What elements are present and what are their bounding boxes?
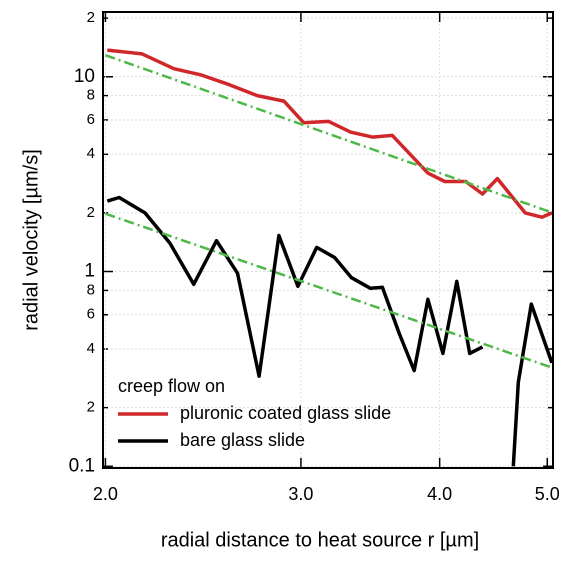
y-tick-label: 1 [84, 261, 95, 282]
y-tick-label: 2 [87, 9, 95, 26]
y-tick-label: 8 [87, 87, 95, 104]
y-tick-label: 4 [87, 145, 95, 162]
plot-frame [102, 11, 554, 469]
fit-line [104, 54, 554, 215]
y-tick-label: 4 [87, 340, 95, 357]
y-tick-label: 10 [74, 66, 95, 87]
series-line [106, 195, 554, 467]
legend-label: bare glass slide [180, 430, 305, 450]
x-tick-label: 5.0 [535, 484, 560, 504]
fit-line [104, 212, 554, 370]
x-tick-label: 4.0 [427, 484, 452, 504]
x-tick-label: 2.0 [93, 484, 118, 504]
y-axis-label: radial velocity [µm/s] [20, 149, 42, 331]
x-axis-label: radial distance to heat source r [µm] [161, 529, 479, 551]
y-tick-label: 6 [87, 111, 95, 128]
series-line [107, 48, 553, 219]
y-tick-label: 2 [87, 204, 95, 221]
y-tick-label: 6 [87, 306, 95, 323]
y-tick-label: 0.1 [69, 455, 95, 476]
y-tick-label: 2 [87, 399, 95, 416]
legend-title: creep flow on [118, 376, 225, 396]
y-tick-label: 8 [87, 281, 95, 298]
x-tick-label: 3.0 [288, 484, 313, 504]
legend-label: pluronic coated glass slide [180, 403, 391, 423]
